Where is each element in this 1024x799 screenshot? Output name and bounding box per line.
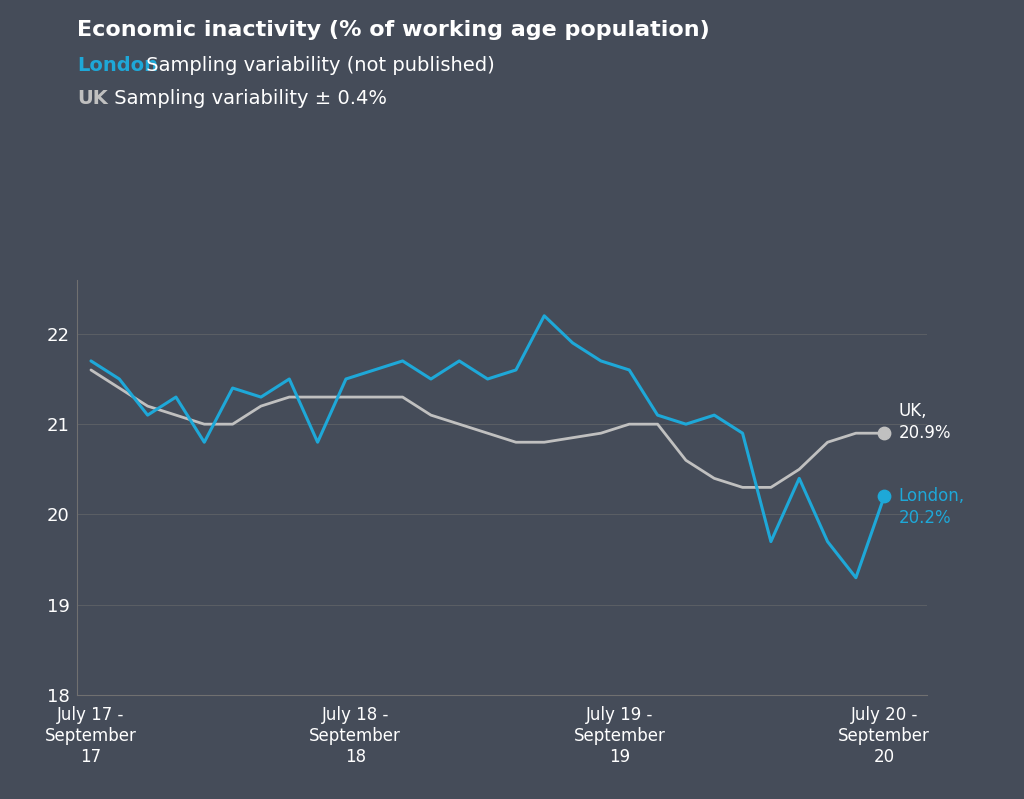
- Point: [876, 490, 892, 503]
- Text: UK: UK: [77, 89, 108, 109]
- Text: London,
20.2%: London, 20.2%: [898, 487, 965, 527]
- Text: Sampling variability (not published): Sampling variability (not published): [140, 56, 495, 75]
- Text: Sampling variability ± 0.4%: Sampling variability ± 0.4%: [108, 89, 386, 109]
- Text: UK,
20.9%: UK, 20.9%: [898, 402, 951, 443]
- Text: London: London: [77, 56, 158, 75]
- Point: [876, 427, 892, 439]
- Text: Economic inactivity (% of working age population): Economic inactivity (% of working age po…: [77, 20, 710, 40]
